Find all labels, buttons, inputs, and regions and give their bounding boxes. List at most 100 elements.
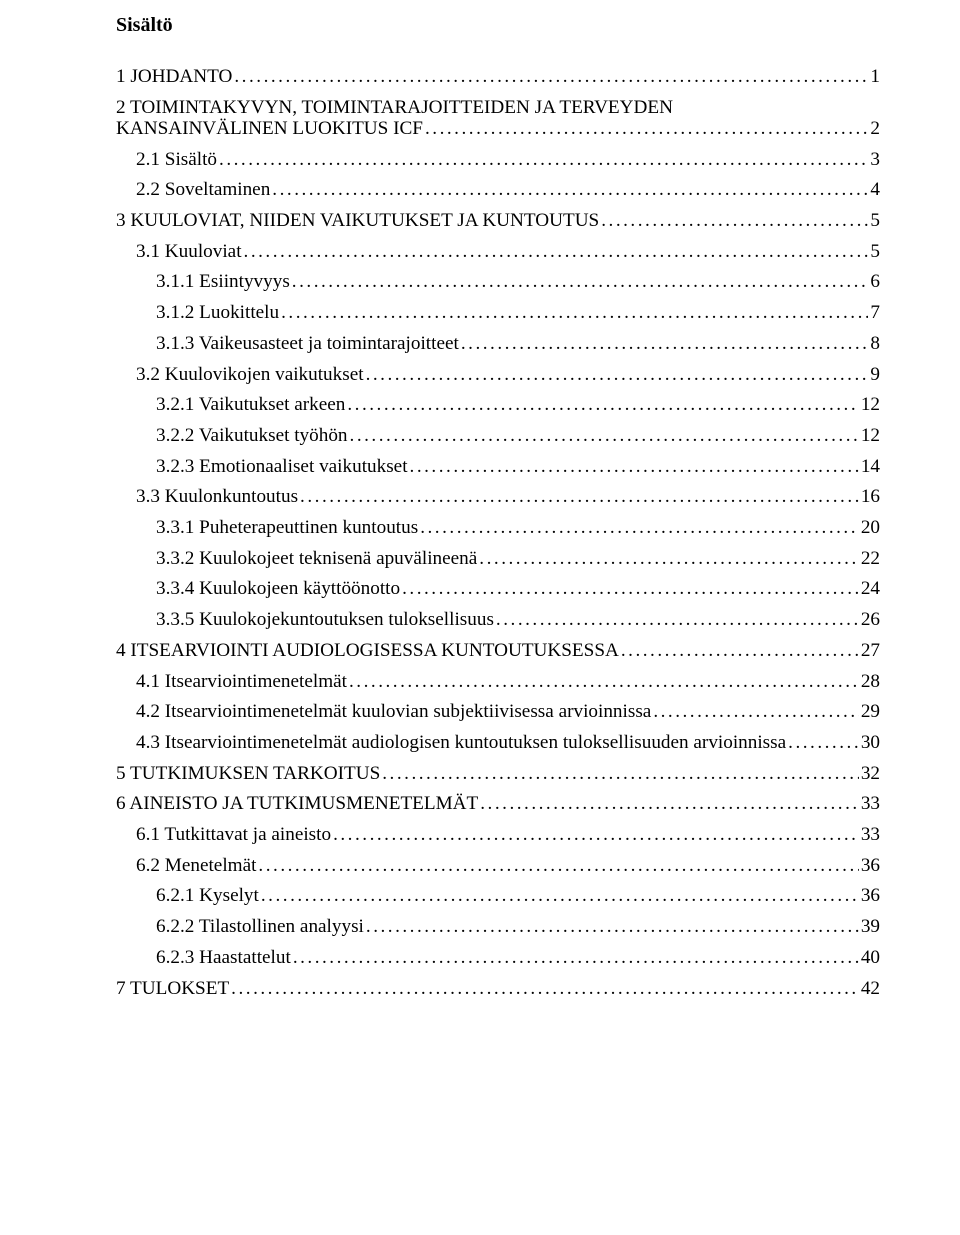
toc-entry: 4.2 Itsearviointimenetelmät kuulovian su… xyxy=(116,702,880,721)
toc-leader xyxy=(272,180,868,199)
toc-entry-label: 6.2.1 Kyselyt xyxy=(156,886,259,905)
toc-leader xyxy=(350,426,859,445)
toc-entry: 3.3.4 Kuulokojeen käyttöönotto 24 xyxy=(116,579,880,598)
toc-entry-label: 2.1 Sisältö xyxy=(136,150,217,169)
toc-leader xyxy=(281,303,868,322)
toc-leader xyxy=(420,518,859,537)
toc-entry-page: 27 xyxy=(861,641,880,660)
toc-entry-label: 3.3 Kuulonkuntoutus xyxy=(136,487,298,506)
toc-entry-label: 6.2.3 Haastattelut xyxy=(156,948,291,967)
toc-entry-page: 39 xyxy=(861,917,880,936)
toc-leader xyxy=(479,549,859,568)
toc-entry: 2 TOIMINTAKYVYN, TOIMINTARAJOITTEIDEN JA… xyxy=(116,98,880,117)
toc-entry-label: 3.3.4 Kuulokojeen käyttöönotto xyxy=(156,579,400,598)
toc-entry-page: 16 xyxy=(861,487,880,506)
toc-entry-page: 33 xyxy=(861,794,880,813)
toc-leader xyxy=(347,395,858,414)
toc-entry: 3.3.2 Kuulokojeet teknisenä apuvälineenä… xyxy=(116,549,880,568)
toc-entry: 3 KUULOVIAT, NIIDEN VAIKUTUKSET JA KUNTO… xyxy=(116,211,880,230)
toc-entry-page: 6 xyxy=(870,272,880,291)
toc-entry-label: 2 TOIMINTAKYVYN, TOIMINTARAJOITTEIDEN JA… xyxy=(116,98,673,117)
toc-entry-page: 40 xyxy=(861,948,880,967)
toc-leader xyxy=(788,733,859,752)
toc-entry: 6.2.2 Tilastollinen analyysi 39 xyxy=(116,917,880,936)
toc-leader xyxy=(425,119,868,138)
toc-entry-page: 3 xyxy=(870,150,880,169)
toc-entry: 3.3 Kuulonkuntoutus 16 xyxy=(116,487,880,506)
toc-entry-page: 9 xyxy=(870,365,880,384)
toc-entry-page: 12 xyxy=(861,426,880,445)
toc-entry: 3.2.3 Emotionaaliset vaikutukset14 xyxy=(116,457,880,476)
page-container: Sisältö 1 JOHDANTO12 TOIMINTAKYVYN, TOIM… xyxy=(0,0,960,1235)
toc-entry: 3.1.2 Luokittelu 7 xyxy=(116,303,880,322)
toc-entry-label: 3.1.3 Vaikeusasteet ja toimintarajoittee… xyxy=(156,334,459,353)
toc-entry-page: 8 xyxy=(870,334,880,353)
toc-leader xyxy=(244,242,869,261)
toc-entry: 3.1.3 Vaikeusasteet ja toimintarajoittee… xyxy=(116,334,880,353)
toc-entry-page: 12 xyxy=(861,395,880,414)
toc-entry: 3.2.1 Vaikutukset arkeen12 xyxy=(116,395,880,414)
toc-entry-page: 1 xyxy=(870,67,880,86)
toc-entry: 4.1 Itsearviointimenetelmät 28 xyxy=(116,672,880,691)
toc-leader xyxy=(234,67,868,86)
toc-entry-page: 36 xyxy=(861,856,880,875)
toc-entry: 4.3 Itsearviointimenetelmät audiologisen… xyxy=(116,733,880,752)
toc-entry: 2.2 Soveltaminen 4 xyxy=(116,180,880,199)
toc-entry-page: 28 xyxy=(861,672,880,691)
toc-entry: 1 JOHDANTO1 xyxy=(116,67,880,86)
toc-leader xyxy=(410,457,859,476)
toc-leader xyxy=(496,610,859,629)
toc-entry-label: 3.2.2 Vaikutukset työhön xyxy=(156,426,348,445)
toc-entry-page: 33 xyxy=(861,825,880,844)
toc-leader xyxy=(258,856,858,875)
toc-leader xyxy=(653,702,859,721)
toc-entry-label: 6 AINEISTO JA TUTKIMUSMENETELMÄT xyxy=(116,794,478,813)
toc-entry-label: 6.2.2 Tilastollinen analyysi xyxy=(156,917,364,936)
toc-entry: 5 TUTKIMUKSEN TARKOITUS32 xyxy=(116,764,880,783)
toc-entry-label: 3.1 Kuuloviat xyxy=(136,242,242,261)
toc-entry: 6.1 Tutkittavat ja aineisto 33 xyxy=(116,825,880,844)
toc-entry-page: 4 xyxy=(870,180,880,199)
toc-entry-label: 3.1.1 Esiintyvyys xyxy=(156,272,290,291)
toc-leader xyxy=(382,764,859,783)
toc-leader xyxy=(461,334,869,353)
toc-leader xyxy=(261,886,859,905)
toc-entry-page: 24 xyxy=(861,579,880,598)
toc-entry-label: 4.3 Itsearviointimenetelmät audiologisen… xyxy=(136,733,786,752)
toc-entry-label: 3.1.2 Luokittelu xyxy=(156,303,279,322)
toc-entry-label: KANSAINVÄLINEN LUOKITUS ICF xyxy=(116,119,423,138)
toc-entry: 6 AINEISTO JA TUTKIMUSMENETELMÄT 33 xyxy=(116,794,880,813)
toc-leader xyxy=(349,672,859,691)
toc-entry: 3.3.5 Kuulokojekuntoutuksen tuloksellisu… xyxy=(116,610,880,629)
toc-entry: 3.1 Kuuloviat 5 xyxy=(116,242,880,261)
toc-entry-page: 22 xyxy=(861,549,880,568)
toc-entry-page: 5 xyxy=(870,211,880,230)
toc-entry-page: 7 xyxy=(870,303,880,322)
toc-entry-label: 2.2 Soveltaminen xyxy=(136,180,270,199)
toc-entry: 2.1 Sisältö 3 xyxy=(116,150,880,169)
toc-entry-label: 4.1 Itsearviointimenetelmät xyxy=(136,672,347,691)
toc-leader xyxy=(621,641,859,660)
toc-entry-label: 3.3.2 Kuulokojeet teknisenä apuvälineenä xyxy=(156,549,477,568)
toc-leader xyxy=(480,794,859,813)
toc-leader xyxy=(601,211,868,230)
toc-leader xyxy=(366,917,859,936)
toc-entry-page: 30 xyxy=(861,733,880,752)
toc-leader xyxy=(366,365,869,384)
toc-entry: KANSAINVÄLINEN LUOKITUS ICF 2 xyxy=(116,119,880,138)
toc-entry-label: 7 TULOKSET xyxy=(116,979,229,998)
toc-leader xyxy=(402,579,859,598)
toc-entry-label: 6.1 Tutkittavat ja aineisto xyxy=(136,825,331,844)
toc-entry: 6.2.1 Kyselyt 36 xyxy=(116,886,880,905)
toc-entry-page: 2 xyxy=(870,119,880,138)
toc-entry-page: 36 xyxy=(861,886,880,905)
toc-leader xyxy=(219,150,868,169)
toc-list: 1 JOHDANTO1 2 TOIMINTAKYVYN, TOIMINTARAJO… xyxy=(116,67,880,998)
toc-entry-page: 20 xyxy=(861,518,880,537)
toc-entry-label: 3 KUULOVIAT, NIIDEN VAIKUTUKSET JA KUNTO… xyxy=(116,211,599,230)
toc-entry-page: 5 xyxy=(870,242,880,261)
toc-leader xyxy=(292,272,869,291)
toc-entry: 3.1.1 Esiintyvyys 6 xyxy=(116,272,880,291)
toc-entry: 3.3.1 Puheterapeuttinen kuntoutus20 xyxy=(116,518,880,537)
toc-entry-page: 14 xyxy=(861,457,880,476)
